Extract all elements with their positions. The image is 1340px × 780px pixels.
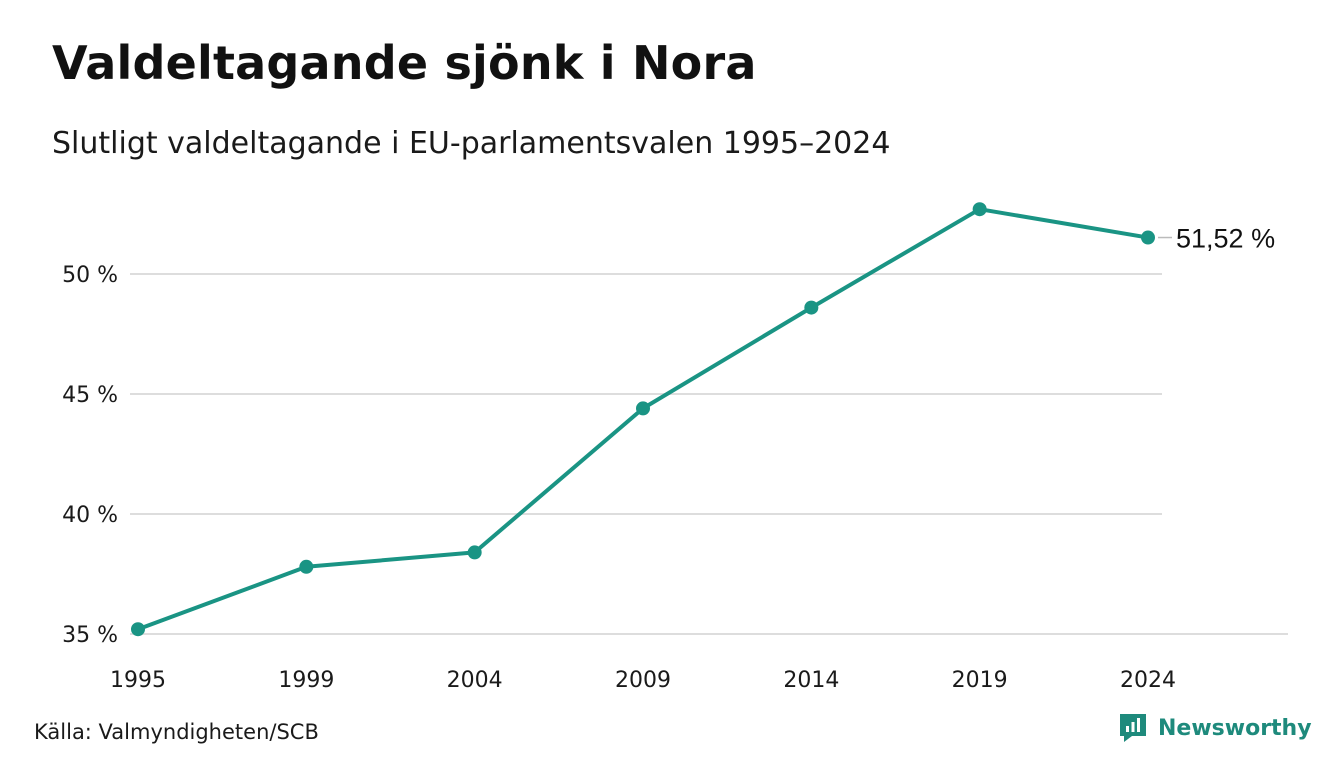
y-tick-label: 35 % bbox=[62, 623, 118, 648]
data-point-2019 bbox=[972, 202, 987, 217]
chart-title: Valdeltagande sjönk i Nora bbox=[52, 36, 757, 90]
brand-name: Newsworthy bbox=[1158, 715, 1312, 741]
series-line bbox=[137, 207, 1149, 632]
newsworthy-logo-icon bbox=[1120, 714, 1146, 742]
x-tick-label: 2009 bbox=[615, 668, 671, 693]
end-label-group: 51,52 % bbox=[1158, 224, 1275, 254]
data-point-2014 bbox=[804, 300, 819, 315]
data-point-1995 bbox=[131, 622, 145, 637]
source-note: Källa: Valmyndigheten/SCB bbox=[34, 720, 319, 744]
x-tick-label: 2024 bbox=[1120, 668, 1176, 693]
y-axis-ticks: 35 % 40 % 45 % 50 % bbox=[62, 263, 118, 648]
data-point-2004 bbox=[467, 545, 482, 560]
x-tick-label: 2014 bbox=[783, 668, 839, 693]
chart-subtitle: Slutligt valdeltagande i EU-parlamentsva… bbox=[52, 126, 891, 161]
series bbox=[131, 202, 1155, 637]
brand-logo: Newsworthy bbox=[1118, 712, 1312, 744]
x-tick-label: 1995 bbox=[110, 668, 166, 693]
x-axis-ticks: 1995 1999 2004 2009 2014 2019 2024 bbox=[110, 668, 1176, 693]
x-tick-label: 1999 bbox=[278, 668, 334, 693]
x-tick-label: 2019 bbox=[952, 668, 1008, 693]
data-point-2009 bbox=[636, 401, 650, 416]
data-point-2024 bbox=[1141, 230, 1155, 245]
y-tick-label: 50 % bbox=[62, 263, 118, 288]
end-value-label: 51,52 % bbox=[1176, 224, 1275, 254]
data-point-1999 bbox=[299, 559, 314, 574]
y-tick-label: 45 % bbox=[62, 383, 118, 408]
x-tick-label: 2004 bbox=[447, 668, 503, 693]
grid-lines bbox=[130, 273, 1288, 635]
y-tick-label: 40 % bbox=[62, 503, 118, 528]
